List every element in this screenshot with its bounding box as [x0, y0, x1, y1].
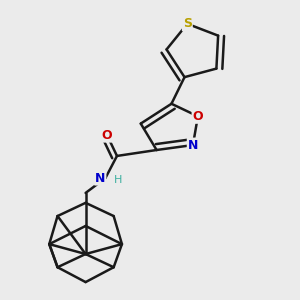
Text: S: S — [183, 17, 192, 30]
Text: O: O — [193, 110, 203, 123]
Text: O: O — [102, 129, 112, 142]
Text: N: N — [188, 139, 198, 152]
Text: N: N — [95, 172, 105, 184]
Text: H: H — [114, 175, 122, 185]
